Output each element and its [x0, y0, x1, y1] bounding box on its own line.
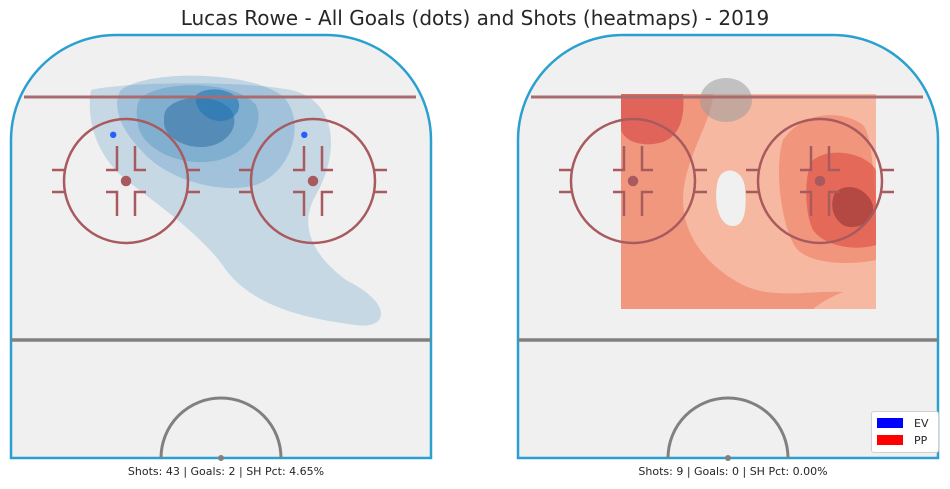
legend-label-pp: PP [914, 433, 928, 447]
rink-panel-ev [6, 30, 446, 462]
faceoff-circle-left [52, 117, 200, 245]
heatmap-contour-5 [832, 187, 874, 228]
legend-label-ev: EV [914, 416, 929, 430]
rink-panel-pp [513, 30, 950, 462]
legend-item-pp: PP [877, 433, 927, 447]
chart-title: Lucas Rowe - All Goals (dots) and Shots … [180, 6, 770, 30]
rink-ice [9, 33, 433, 460]
rink-svg-ev [9, 33, 433, 461]
legend-swatch-pp [877, 435, 903, 445]
center-circle [159, 396, 283, 459]
goal-dot [110, 131, 117, 138]
goal-dots-ev [110, 131, 308, 138]
heatmap-low-spot [716, 170, 746, 226]
panel-caption-pp: Shots: 9 | Goals: 0 | SH Pct: 0.00% [638, 465, 828, 478]
center-dot [218, 455, 224, 461]
heatmap-contour-6 [700, 78, 752, 122]
center-circle [666, 396, 790, 459]
panel-caption-ev: Shots: 43 | Goals: 2 | SH Pct: 4.65% [127, 465, 325, 478]
legend: EV PP [871, 411, 939, 453]
heatmap-contour-2 [117, 75, 295, 189]
shot-heatmap-ev [89, 75, 382, 326]
faceoff-circle-left [559, 117, 707, 245]
heatmap-contour-1 [621, 94, 843, 309]
legend-item-ev: EV [877, 416, 928, 430]
legend-swatch-ev [877, 418, 903, 428]
heatmap-contour-1 [89, 83, 382, 326]
goal-dot [301, 131, 308, 138]
heatmap-contour-4 [621, 94, 684, 145]
faceoff-circle-right [239, 117, 387, 245]
shot-heatmap-pp [621, 78, 876, 309]
center-dot [725, 455, 731, 461]
faceoff-circle-right [746, 117, 894, 245]
rink-svg-pp [516, 33, 940, 461]
